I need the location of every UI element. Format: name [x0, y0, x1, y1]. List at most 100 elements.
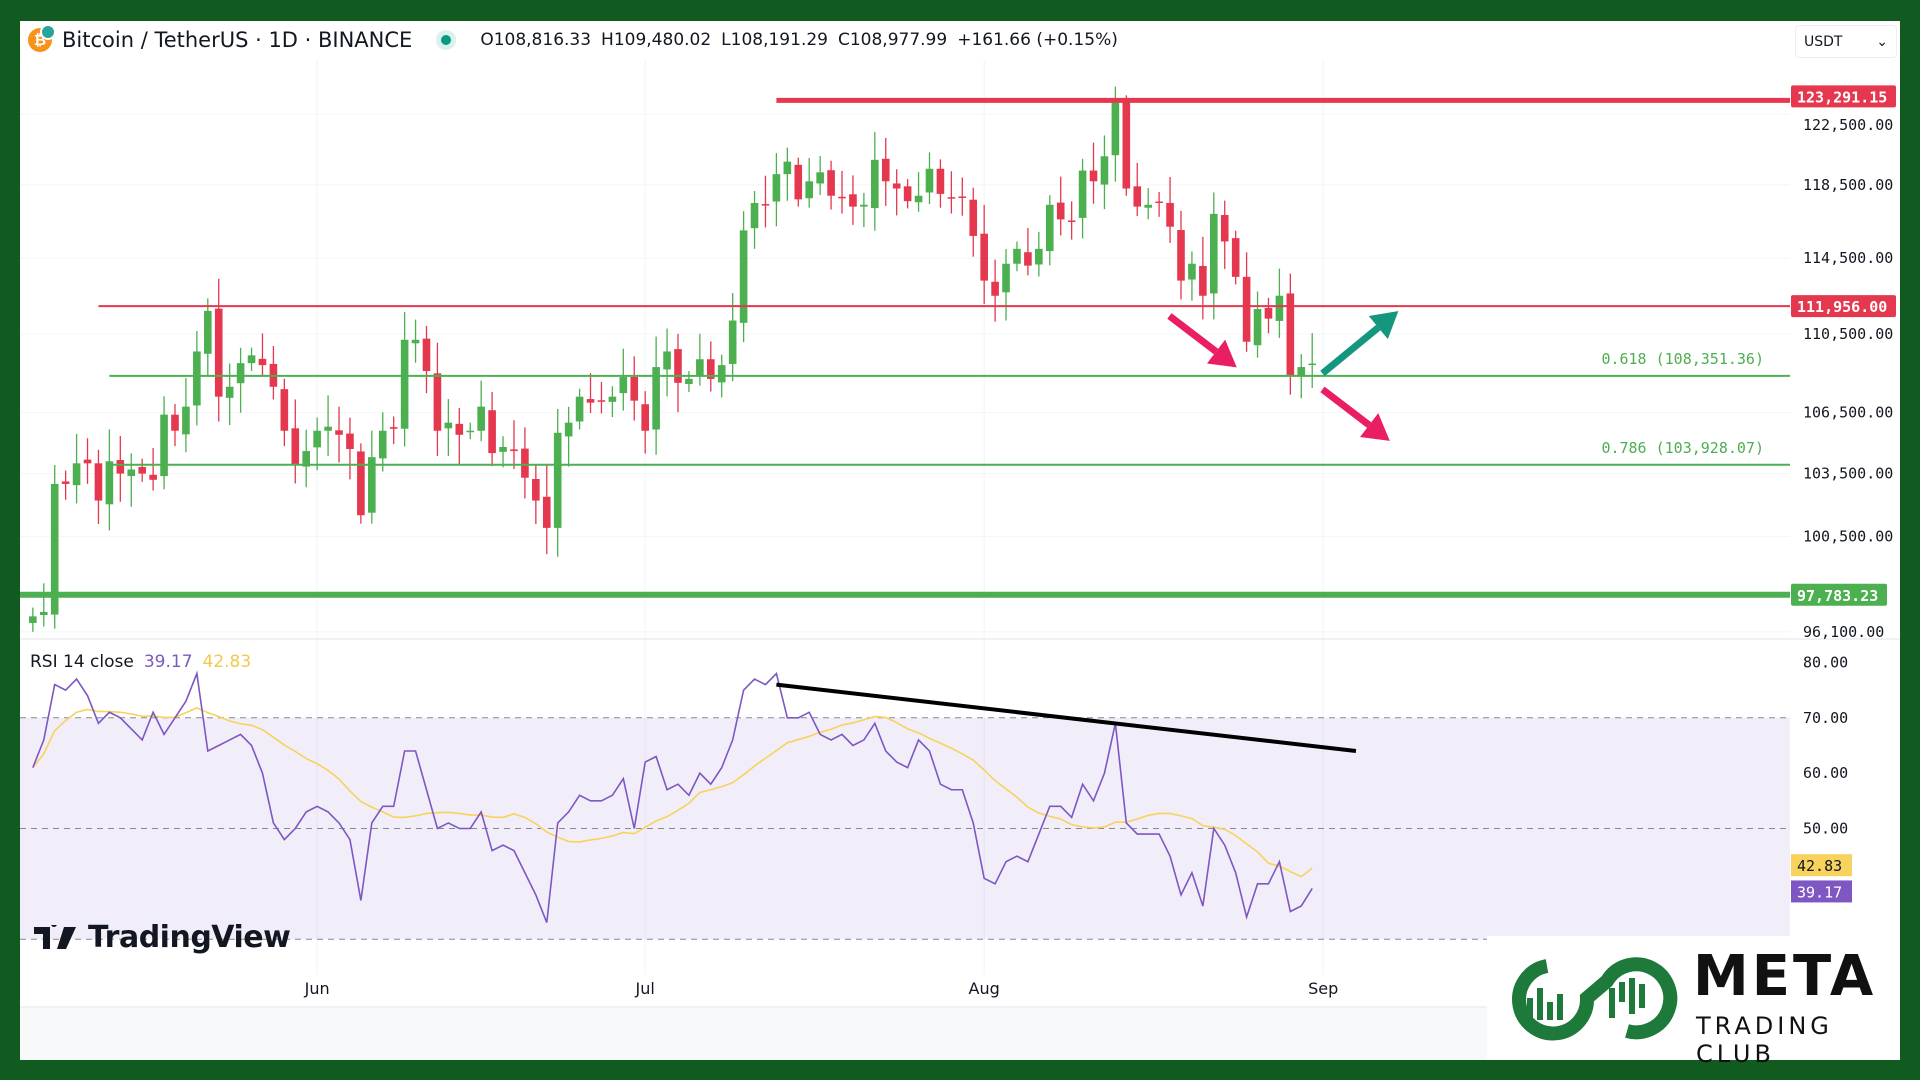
bullish-candle	[247, 355, 256, 364]
bullish-candle	[324, 426, 332, 431]
rsi-ma-line	[32, 707, 1313, 878]
bearish-candle	[1264, 307, 1273, 319]
currency-select[interactable]: USDT ⌄	[1795, 25, 1897, 58]
meta-wordmark: META	[1693, 944, 1877, 1009]
bearish-candle	[291, 428, 300, 466]
bearish-candle	[83, 459, 92, 464]
bearish-candle	[1089, 170, 1098, 182]
bearish-candle	[1220, 214, 1229, 242]
bearish-candle	[510, 449, 518, 452]
bullish-candle	[728, 320, 737, 364]
bullish-candle	[1188, 263, 1196, 280]
price-axis-label: 100,500.00	[1803, 527, 1893, 545]
bearish-candle	[116, 460, 125, 474]
rsi-ma-value: 42.83	[202, 652, 252, 672]
bearish-candle	[586, 399, 595, 403]
price-axis-label: 103,500.00	[1803, 465, 1893, 483]
rsi-legend: RSI 14 close 39.17 42.83	[30, 652, 251, 672]
open-value: O108,816.33	[480, 30, 592, 50]
bullish-candle	[225, 386, 234, 398]
infinity-chart-icon	[1512, 957, 1678, 1041]
bearish-candle	[991, 281, 999, 296]
bullish-candle	[50, 483, 59, 615]
bearish-candle	[761, 204, 770, 206]
price-axis-label: 122,500.00	[1803, 116, 1893, 134]
bullish-candle	[400, 339, 409, 429]
price-axis-label: 110,500.00	[1803, 325, 1893, 343]
tradingview-logo: TradingView	[34, 920, 291, 955]
bullish-candle	[378, 430, 387, 459]
bearish-candle	[794, 164, 803, 200]
bullish-candle	[696, 359, 704, 376]
rsi-label: RSI 14 close	[30, 652, 134, 672]
bullish-candle	[368, 457, 376, 513]
low-value: L108,191.29	[721, 30, 828, 50]
bearish-candle	[357, 451, 365, 516]
bullish-candle	[1209, 213, 1218, 294]
bearish-candle	[1231, 238, 1240, 277]
bearish-candle	[936, 168, 945, 194]
bullish-candle	[805, 181, 814, 199]
up-arrow-icon-head	[1368, 311, 1399, 340]
bullish-candle	[1308, 363, 1317, 366]
rsi-axis-label: 60.00	[1803, 764, 1848, 782]
symbol-title[interactable]: Bitcoin / TetherUS · 1D · BINANCE	[62, 28, 413, 52]
rsi-value-tag	[1791, 880, 1852, 903]
price-axis-label: 118,500.00	[1803, 176, 1893, 194]
bearish-candle	[346, 433, 354, 450]
bullish-candle	[772, 174, 781, 202]
bullish-candle	[1144, 204, 1152, 208]
bullish-candle	[182, 406, 190, 435]
bearish-candle	[94, 463, 103, 501]
time-axis-label: Jul	[635, 979, 655, 998]
bullish-candle	[313, 430, 321, 448]
bullish-candle	[39, 611, 48, 616]
bullish-candle	[739, 230, 748, 323]
bearish-candle	[1242, 276, 1251, 342]
bitcoin-icon: ₿	[28, 24, 56, 52]
rsi-axis-label: 70.00	[1803, 709, 1848, 727]
price-axis-label: 114,500.00	[1803, 249, 1893, 267]
down-arrow-icon-head	[1206, 339, 1237, 368]
bullish-candle	[871, 159, 879, 209]
bearish-candle	[881, 158, 890, 182]
bearish-candle	[1024, 252, 1032, 266]
bullish-candle	[925, 168, 934, 193]
bullish-candle	[816, 172, 824, 184]
bearish-candle	[706, 359, 715, 379]
bullish-candle	[105, 461, 114, 505]
bearish-candle	[488, 410, 496, 454]
bullish-candle	[1100, 156, 1109, 185]
bullish-candle	[411, 339, 420, 344]
bullish-candle	[619, 376, 628, 394]
down-arrow-icon-head	[1360, 413, 1390, 441]
rsi-axis-label: 80.00	[1803, 653, 1848, 671]
bullish-candle	[477, 406, 485, 431]
footer-bar	[20, 1008, 1488, 1060]
bullish-candle	[29, 616, 37, 623]
bearish-candle	[389, 427, 398, 429]
bullish-candle	[717, 365, 726, 383]
symbol-header: ₿ Bitcoin / TetherUS · 1D · BINANCE O108…	[28, 24, 1118, 52]
bullish-candle	[564, 422, 573, 437]
rsi-value-tag-text: 39.17	[1797, 883, 1842, 901]
price-axis-label: 106,500.00	[1803, 404, 1893, 422]
bullish-candle	[1035, 248, 1043, 265]
price-level-tag-text: 97,783.23	[1797, 587, 1878, 605]
bearish-candle	[280, 389, 289, 431]
high-value: H109,480.02	[601, 30, 712, 50]
price-axis-label: 96,100.00	[1803, 623, 1884, 641]
change-value: +161.66 (+0.15%)	[957, 30, 1118, 50]
chevron-down-icon: ⌄	[1876, 33, 1888, 50]
price-level-tag-text: 111,956.00	[1797, 298, 1887, 316]
ohlc-readout: O108,816.33 H109,480.02 L108,191.29 C108…	[480, 30, 1118, 50]
bullish-candle	[750, 202, 759, 229]
bullish-candle	[608, 396, 617, 402]
bullish-candle	[193, 351, 201, 406]
bullish-candle	[860, 204, 868, 207]
bearish-candle	[1286, 293, 1295, 375]
bearish-candle	[980, 233, 988, 281]
bearish-candle	[521, 448, 529, 478]
bearish-candle	[597, 400, 606, 402]
